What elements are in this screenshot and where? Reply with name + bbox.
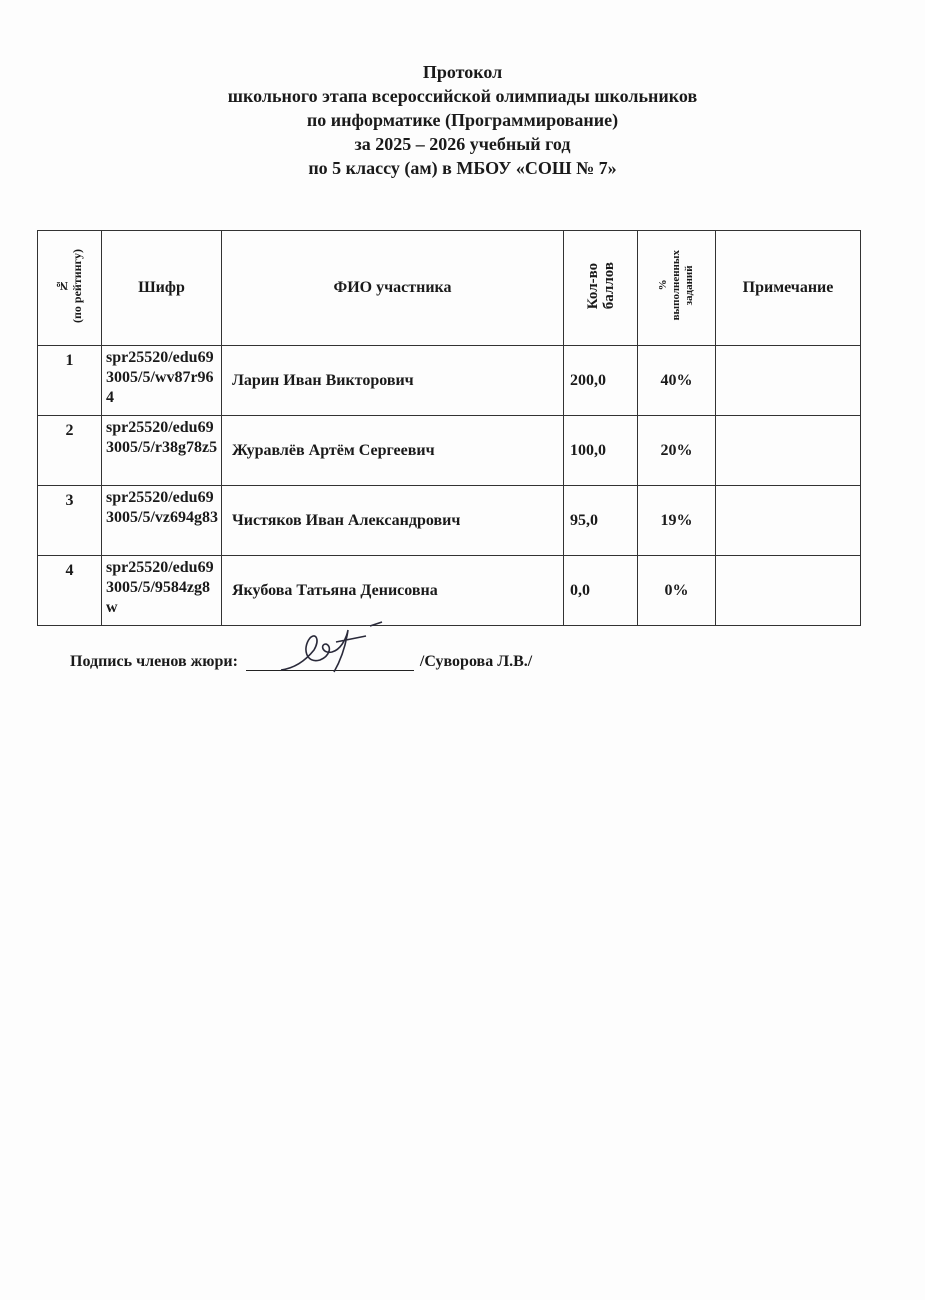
cell-pct: 20% [637, 415, 716, 486]
title-line: за 2025 – 2026 учебный год [354, 134, 571, 154]
title-line: по 5 классу (ам) в МБОУ «СОШ № 7» [308, 158, 617, 178]
cell-code: spr25520/edu693005/5/9584zg8w [101, 555, 222, 626]
cell-name: Ларин Иван Викторович [221, 345, 564, 416]
cell-code: spr25520/edu693005/5/vz694g83 [101, 485, 222, 556]
cell-note [715, 415, 861, 486]
cell-name: Чистяков Иван Александрович [221, 485, 564, 556]
signature-label: Подпись членов жюри: [70, 653, 238, 670]
table-row: 3 spr25520/edu693005/5/vz694g83 Чистяков И… [37, 485, 861, 556]
jury-member-name: /Суворова Л.В./ [419, 653, 533, 670]
cell-score: 200,0 [563, 345, 638, 416]
cell-name: Якубова Татьяна Денисовна [221, 555, 564, 626]
cell-code: spr25520/edu693005/5/r38g78z5 [101, 415, 222, 486]
header-rank: № (по рейтингу) [37, 230, 102, 346]
cell-rank: 1 [37, 345, 102, 416]
cell-score: 95,0 [563, 485, 638, 556]
header-note: Примечание [715, 230, 861, 346]
cell-score: 0,0 [563, 555, 638, 626]
title-line: школьного этапа всероссийской олимпиады … [227, 86, 698, 106]
table-row: 2 spr25520/edu693005/5/r38g78z5 Журавлёв А… [37, 415, 861, 486]
cell-note [715, 555, 861, 626]
cell-note [715, 485, 861, 556]
table-row: 1 spr25520/edu693005/5/wv87r964 Ларин Иван… [37, 345, 861, 416]
signature-line [245, 621, 414, 673]
cell-name: Журавлёв Артём Сергеевич [221, 415, 564, 486]
cell-pct: 40% [637, 345, 716, 416]
cell-note [715, 345, 861, 416]
header-row: № (по рейтингу) Шифр ФИО участника Кол-во… [37, 230, 861, 346]
title-line: по информатике (Программирование) [306, 110, 619, 130]
results-table: № (по рейтингу) Шифр ФИО участника Кол-во… [37, 230, 861, 626]
cell-score: 100,0 [563, 415, 638, 486]
cell-rank: 3 [37, 485, 102, 556]
document-title: Протокол школьного этапа всероссийской о… [0, 60, 925, 180]
cell-code: spr25520/edu693005/5/wv87r964 [101, 345, 222, 416]
cell-rank: 2 [37, 415, 102, 486]
header-code: Шифр [101, 230, 222, 346]
handwritten-signature [280, 621, 383, 673]
header-percent: % выполненных заданий [637, 230, 716, 346]
header-score: Кол-во баллов [563, 230, 638, 346]
cell-rank: 4 [37, 555, 102, 626]
signature-block: Подпись членов жюри: /Суворова Л.В./ [70, 621, 533, 673]
title-line: Протокол [422, 62, 503, 82]
cell-pct: 0% [637, 555, 716, 626]
cell-pct: 19% [637, 485, 716, 556]
table-row: 4 spr25520/edu693005/5/9584zg8w Якубова Та… [37, 555, 861, 626]
header-name: ФИО участника [221, 230, 564, 346]
